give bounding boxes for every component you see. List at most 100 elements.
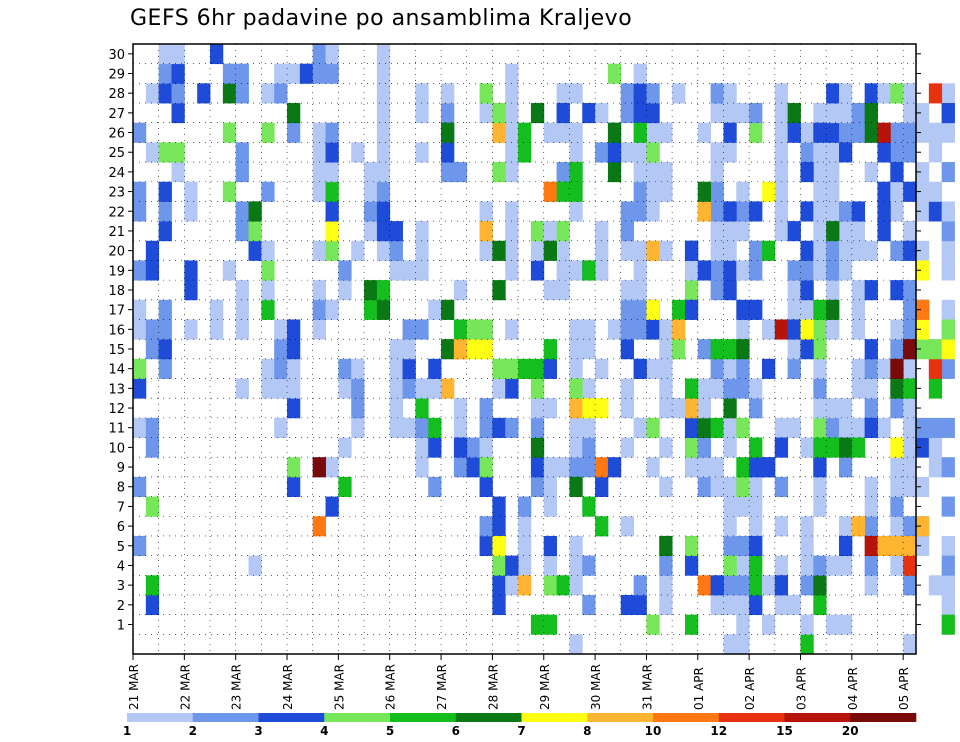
heatmap-cell bbox=[235, 201, 249, 222]
heatmap-cell bbox=[312, 181, 326, 202]
heatmap-cell bbox=[684, 437, 699, 458]
heatmap-cell bbox=[453, 280, 468, 301]
colorbar-swatch bbox=[718, 713, 785, 722]
heatmap-cell bbox=[800, 260, 814, 281]
heatmap-cell bbox=[364, 299, 378, 320]
heatmap-cell bbox=[325, 240, 339, 261]
heatmap-cell bbox=[864, 339, 878, 360]
heatmap-cell bbox=[903, 358, 917, 379]
heatmap-cell bbox=[916, 103, 930, 124]
heatmap-cell bbox=[556, 122, 570, 143]
heatmap-cell bbox=[800, 575, 814, 596]
heatmap-cell bbox=[530, 103, 545, 124]
heatmap-cell bbox=[941, 496, 955, 517]
heatmap-cell bbox=[633, 240, 647, 261]
heatmap-cell bbox=[813, 594, 827, 616]
heatmap-cell bbox=[453, 319, 468, 340]
heatmap-cell bbox=[813, 181, 827, 202]
heatmap-cell bbox=[838, 398, 853, 419]
heatmap-cell bbox=[312, 122, 326, 143]
colorbar-swatch bbox=[653, 713, 720, 722]
heatmap-cell bbox=[171, 63, 185, 84]
heatmap-cell bbox=[633, 103, 647, 124]
heatmap-cell bbox=[312, 516, 326, 537]
heatmap-cell bbox=[466, 339, 480, 360]
heatmap-cell bbox=[723, 555, 737, 576]
y-tick-label: 19 bbox=[108, 264, 125, 279]
heatmap-cell bbox=[133, 358, 147, 379]
heatmap-cell bbox=[505, 201, 519, 222]
heatmap-cell bbox=[749, 122, 763, 143]
heatmap-cell bbox=[916, 535, 930, 557]
heatmap-cell bbox=[325, 299, 339, 320]
heatmap-cell bbox=[402, 417, 416, 438]
heatmap-cell bbox=[184, 319, 198, 340]
heatmap-cell bbox=[813, 319, 827, 340]
heatmap-cell bbox=[864, 103, 878, 124]
colorbar-label: 20 bbox=[842, 724, 859, 738]
heatmap-cell bbox=[210, 44, 224, 65]
colorbar-label: 8 bbox=[583, 724, 591, 738]
heatmap-cell bbox=[723, 358, 737, 379]
heatmap-cell bbox=[659, 378, 673, 399]
heatmap-cell bbox=[826, 201, 840, 222]
heatmap-cell bbox=[903, 299, 917, 320]
colorbar-label: 6 bbox=[452, 724, 460, 738]
heatmap-cell bbox=[492, 417, 506, 438]
heatmap-cell bbox=[338, 378, 352, 399]
heatmap-cell bbox=[582, 437, 596, 458]
heatmap-cell bbox=[569, 162, 583, 183]
heatmap-cell bbox=[428, 299, 442, 320]
heatmap-cell bbox=[389, 417, 403, 438]
heatmap-cell bbox=[530, 358, 545, 379]
heatmap-cell bbox=[235, 378, 249, 399]
heatmap-cell bbox=[851, 299, 866, 320]
heatmap-cell bbox=[569, 83, 583, 104]
colorbar-swatch bbox=[192, 713, 259, 722]
heatmap-cell bbox=[338, 358, 352, 379]
heatmap-cell bbox=[287, 339, 301, 360]
heatmap-cell bbox=[736, 555, 750, 576]
heatmap-cell bbox=[389, 240, 403, 261]
heatmap-cell bbox=[890, 555, 904, 576]
heatmap-cell bbox=[736, 457, 750, 478]
heatmap-cell bbox=[582, 339, 596, 360]
heatmap-cell bbox=[171, 142, 185, 163]
heatmap-cell bbox=[877, 358, 891, 379]
heatmap-cell bbox=[569, 319, 583, 340]
y-tick-label: 26 bbox=[108, 127, 125, 142]
heatmap-cell bbox=[723, 496, 737, 517]
heatmap-cell bbox=[569, 634, 583, 655]
heatmap-cell bbox=[800, 339, 814, 360]
heatmap-cell bbox=[479, 103, 493, 124]
heatmap-cell bbox=[389, 378, 403, 399]
heatmap-cell bbox=[248, 240, 262, 261]
heatmap-cell bbox=[672, 398, 686, 419]
y-tick-label: 4 bbox=[117, 559, 125, 574]
heatmap-cell bbox=[646, 358, 660, 379]
heatmap-cell bbox=[261, 260, 275, 281]
heatmap-cell bbox=[543, 240, 557, 261]
y-tick-label: 15 bbox=[108, 343, 125, 358]
heatmap-cell bbox=[620, 299, 635, 320]
heatmap-cell bbox=[787, 594, 801, 616]
heatmap-cells bbox=[133, 44, 955, 655]
heatmap-cell bbox=[261, 280, 275, 301]
heatmap-cell bbox=[595, 457, 609, 478]
heatmap-cell bbox=[903, 516, 917, 537]
heatmap-cell bbox=[890, 516, 904, 537]
heatmap-cell bbox=[287, 63, 301, 84]
heatmap-cell bbox=[903, 339, 917, 360]
heatmap-cell bbox=[903, 476, 917, 497]
heatmap-cell bbox=[813, 103, 827, 124]
heatmap-cell bbox=[800, 122, 814, 143]
heatmap-cell bbox=[941, 221, 955, 242]
heatmap-cell bbox=[761, 457, 776, 478]
heatmap-cell bbox=[826, 181, 840, 202]
heatmap-cell bbox=[684, 299, 699, 320]
heatmap-cell bbox=[864, 240, 878, 261]
heatmap-cell bbox=[941, 319, 955, 340]
y-tick-label: 16 bbox=[108, 323, 125, 338]
heatmap-cell bbox=[903, 221, 917, 242]
heatmap-cell bbox=[402, 358, 416, 379]
